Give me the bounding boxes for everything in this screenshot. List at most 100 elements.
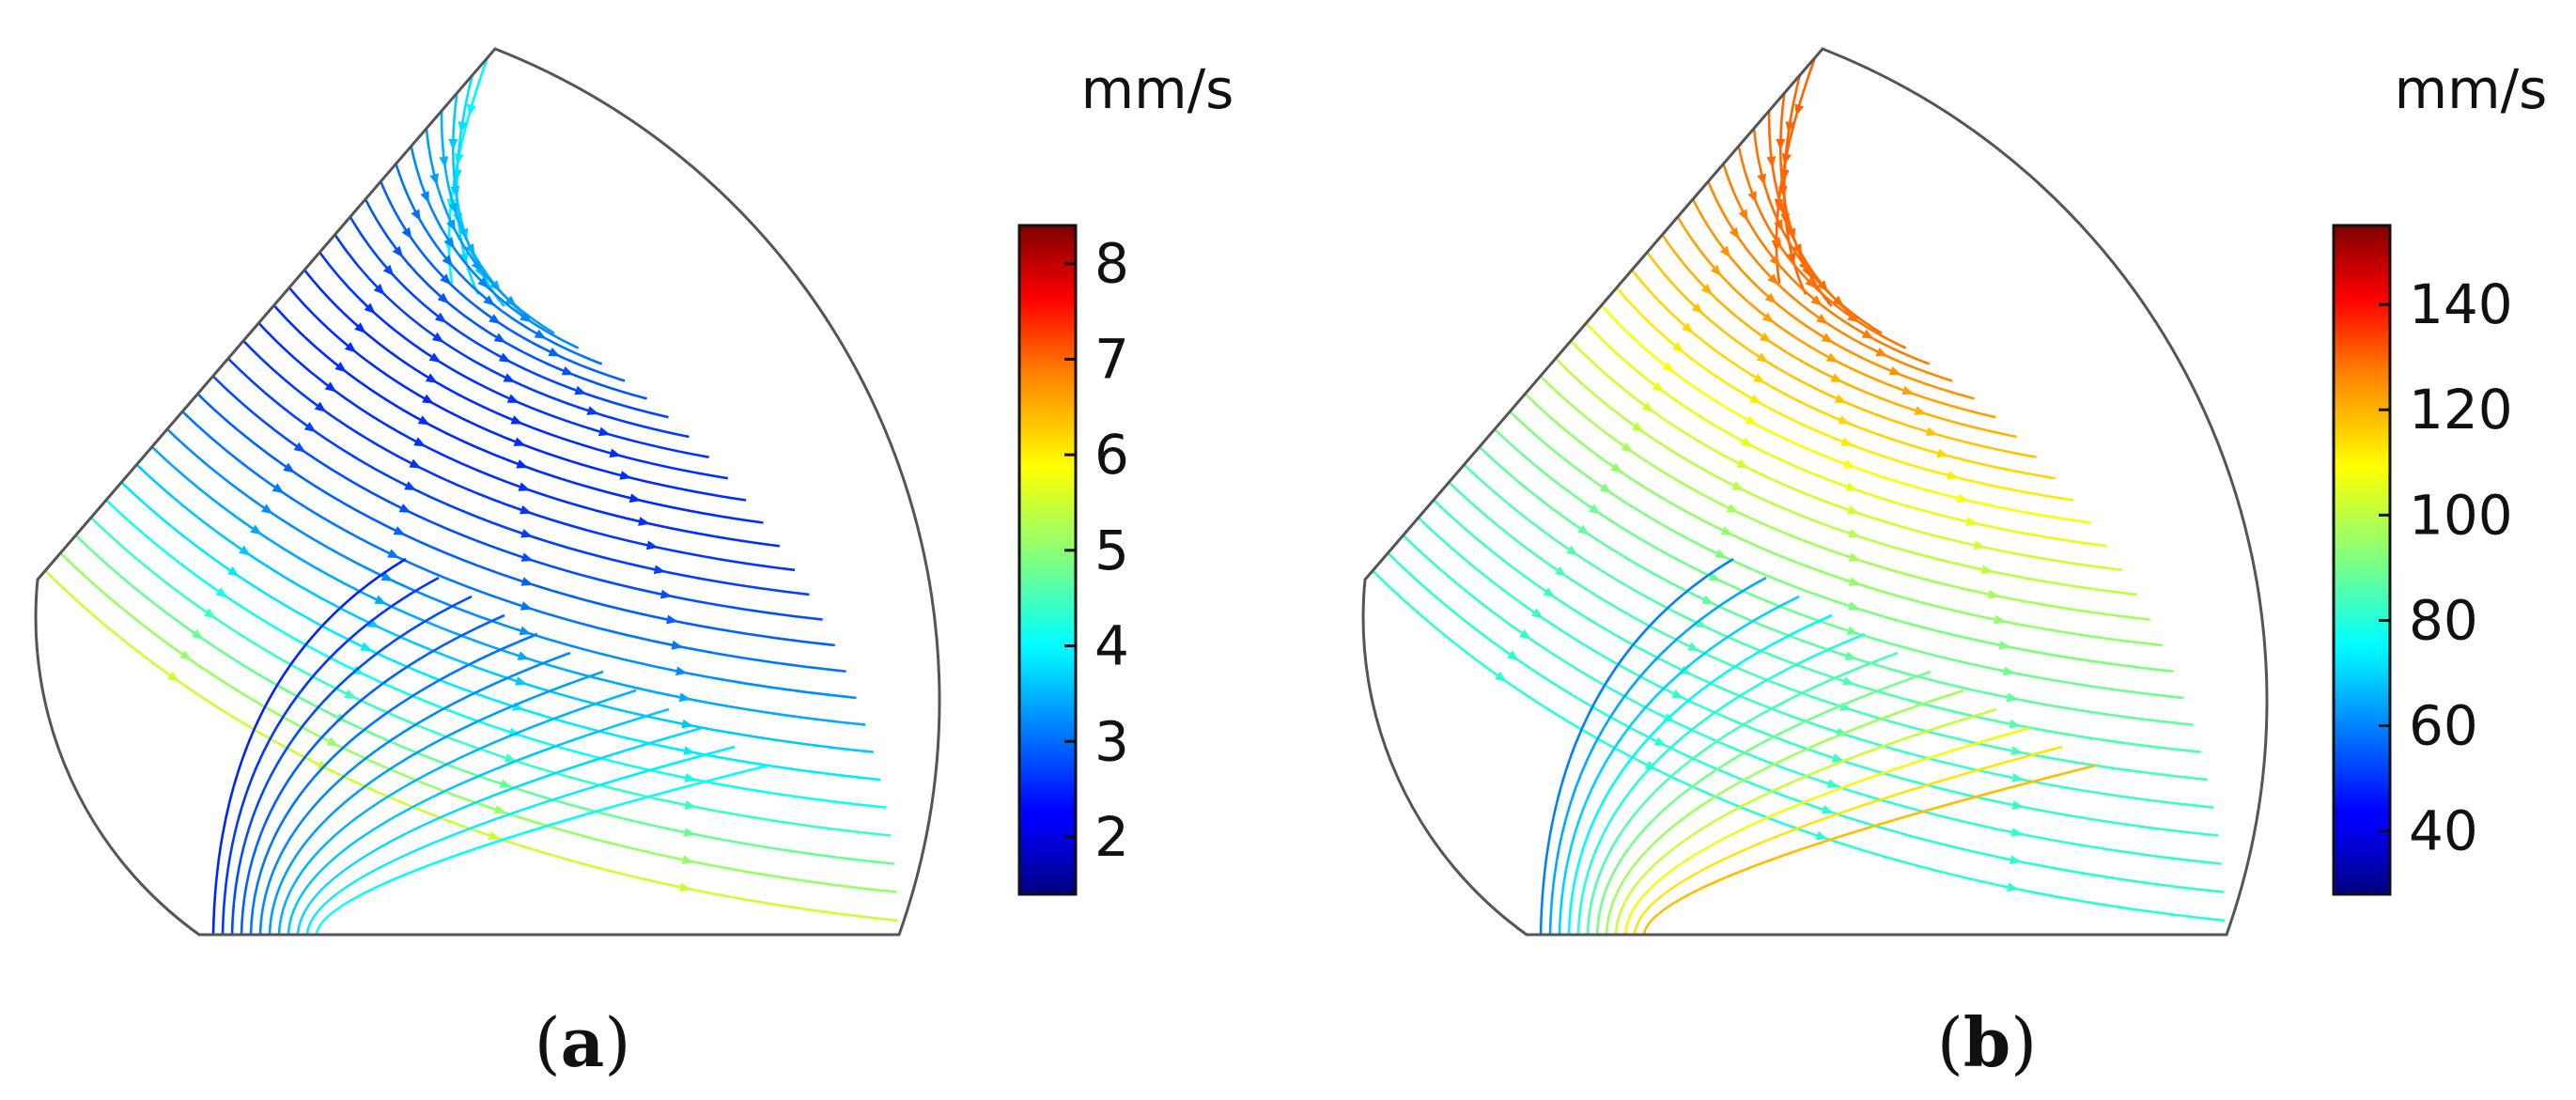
panel-b-colorbar [2332,224,2392,896]
streamline-arrow [520,577,534,586]
streamline-arrow [226,565,240,577]
streamline-arrow [167,671,179,682]
streamline [318,251,709,458]
streamline-arrow [428,352,442,364]
streamline-arrow [503,373,516,382]
streamline-arrow [1785,121,1795,133]
streamline-arrow [401,226,412,240]
streamline-arrow [448,202,458,215]
streamline-arrow [1776,139,1786,151]
streamline [303,269,729,480]
streamline-arrow [498,352,511,363]
streamline-arrow [467,103,477,116]
streamline-arrow [420,191,429,204]
streamline-arrow [314,401,327,412]
colorbar-tick-label: 5 [1094,519,1129,582]
streamline-arrow [638,517,650,526]
panel-a-colorbar-ticks: 8 7 6 5 4 3 2 [1064,232,1129,869]
streamline-arrow [434,312,447,323]
colorbar-tick-label: 2 [1094,805,1129,869]
streamline-arrow [465,243,475,256]
streamline [1570,339,2123,572]
streamline-arrow [1792,243,1803,256]
streamline-arrow [1652,381,1665,393]
streamline-arrow [1847,312,1859,323]
streamline-arrow [1925,426,1938,437]
panel-a: mm/s 8 7 6 5 4 3 2 (a) [34,47,1234,1082]
streamline [1417,517,2219,837]
streamline-arrow [678,692,691,703]
streamline-arrow [1973,540,1986,550]
streamline [1539,375,2150,621]
panel-b-streamlines [1372,56,2226,936]
streamline-arrow [1726,504,1739,513]
streamline-arrow [574,385,587,395]
streamline-arrow [1861,329,1874,339]
streamline-arrow [1507,650,1519,661]
streamline-arrow [489,314,501,324]
streamline-arrow [1816,314,1828,324]
streamline-arrow [1843,459,1856,469]
streamline-arrow [516,459,529,469]
streamline-arrow [1662,362,1674,373]
streamline [305,745,736,936]
streamline-arrow [684,800,697,810]
streamline-arrow [548,347,561,357]
streamline-arrow [334,362,347,373]
streamline-arrow [645,540,659,550]
streamline [1402,534,2222,865]
streamline-arrow [437,292,450,304]
streamline [1631,269,2056,480]
streamline-arrow [1530,608,1544,619]
streamline-arrow [1577,524,1590,535]
streamline-arrow [1956,493,1969,504]
streamline-arrow [1701,595,1715,605]
streamline-arrow [344,342,357,353]
streamline-arrow [1831,752,1844,763]
streamline-arrow [493,804,506,814]
streamline-arrow [681,719,694,729]
streamline-arrow [2011,800,2025,810]
streamline-arrow [1810,295,1823,306]
streamline-arrow [1821,333,1834,343]
streamline-arrow [518,482,531,491]
streamline-arrow [1840,437,1854,446]
streamline-arrow [215,587,228,598]
streamline [1494,427,2184,700]
streamline [1585,322,2107,548]
streamline [221,576,440,936]
streamline-arrow [1888,366,1901,376]
streamline-arrow [1847,601,1860,611]
streamline-arrow [1599,483,1612,494]
streamline-arrow [373,284,385,296]
streamline-arrow [1826,779,1839,788]
streamline-arrow [666,614,678,625]
streamline-arrow [1834,394,1847,403]
streamline-arrow [684,773,697,782]
streamline [425,128,555,334]
streamline-arrow [1844,651,1857,660]
streamline-arrow [1914,406,1927,415]
streamline-arrow [239,545,251,556]
streamline [395,163,603,365]
streamline [1576,632,1866,936]
streamline-arrow [1980,565,1994,575]
panel-b-colorbar-ticks: 140 120 100 80 60 40 [2379,272,2513,863]
streamline-arrow [303,422,317,433]
streamline-arrow [1848,577,1861,586]
streamline [1707,180,1953,382]
streamline-arrow [1848,528,1861,538]
streamline [380,180,626,382]
colorbar-tick-label: 3 [1094,709,1129,773]
streamline-arrow [1700,284,1713,296]
streamline-arrow [1786,252,1796,265]
streamline-arrow [499,779,512,788]
streamline-arrow [1936,448,1949,458]
streamline-arrow [1771,237,1782,249]
streamline-arrow [1736,458,1749,469]
streamline-arrow [1747,191,1757,204]
streamline-arrow [425,373,438,383]
streamline [349,216,669,419]
streamline-arrow [1848,552,1861,562]
streamline-arrow [1719,245,1731,258]
